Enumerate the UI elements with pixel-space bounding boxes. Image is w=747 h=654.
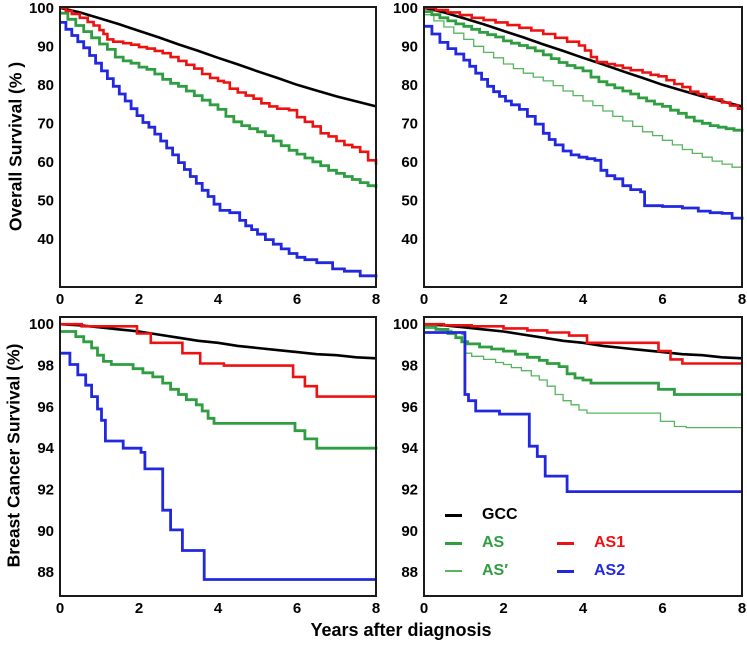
series-as1-curve: [424, 322, 742, 365]
x-tick-label: 8: [738, 291, 746, 308]
series-as-curve: [60, 11, 378, 188]
x-tick-label: 6: [293, 291, 301, 308]
y-tick-label: 92: [37, 482, 54, 499]
y-tick-label: 94: [401, 440, 418, 457]
legend-row: AS′ AS2: [445, 557, 705, 585]
x-tick-label: 4: [214, 291, 223, 308]
x-tick-label: 0: [56, 291, 64, 308]
panel-top-right: 40 50 60 70 80 90 100 0 2 4 6 8: [393, 0, 746, 308]
y-tick-label: 98: [401, 358, 418, 375]
x-tick-label: 2: [135, 291, 143, 308]
x-axis-title-years-after-diagnosis: Years after diagnosis: [310, 620, 492, 640]
legend-label-as-prime: AS′: [482, 562, 509, 579]
y-tick-label: 90: [401, 523, 418, 540]
panel-top-left: 40 50 60 70 80 90 100 0 2 4 6 8: [29, 0, 380, 308]
y-tick-label: 70: [37, 115, 54, 132]
panel-bottom-right: 88 90 92 94 96 98 100 0 2 4 6 8: [393, 316, 746, 617]
legend-swatch-gcc: [445, 513, 462, 517]
x-tick-label: 2: [135, 600, 143, 617]
x-tick-label: 8: [372, 600, 380, 617]
legend-item-as-prime: AS′: [445, 563, 557, 579]
y-axis-title-overall-survival: Overall Survival (% ): [5, 61, 26, 232]
y-tick-label: 90: [401, 38, 418, 55]
legend-row: GCC: [445, 501, 705, 529]
y-tick-label: 88: [401, 564, 418, 581]
y-tick-label: 88: [37, 564, 54, 581]
y-tick-label: 90: [37, 38, 54, 55]
series-as2-curve: [60, 21, 378, 278]
x-tick-label: 0: [420, 291, 428, 308]
legend-swatch-as-prime: [445, 570, 462, 572]
y-tick-label: 90: [37, 523, 54, 540]
y-tick-label: 60: [401, 154, 418, 171]
y-tick-label: 100: [393, 316, 418, 333]
x-tick-label: 6: [293, 600, 301, 617]
x-tick-label: 2: [499, 291, 507, 308]
y-tick-label: 50: [37, 192, 54, 209]
panel-bottom-left: 88 90 92 94 96 98 100 0 2 4 6 8: [29, 316, 380, 617]
x-tick-label: 4: [579, 291, 588, 308]
x-tick-label: 4: [214, 600, 223, 617]
series-gcc-curve: [59, 322, 377, 360]
series-gcc-curve: [423, 322, 743, 360]
legend: GCC AS AS1 AS′ AS2: [445, 501, 705, 585]
series-as1-curve: [60, 6, 378, 165]
y-tick-label: 94: [37, 440, 54, 457]
x-tick-label: 8: [372, 291, 380, 308]
y-tick-label: 100: [29, 0, 54, 17]
series-as2-curve: [424, 331, 742, 493]
series-as1-curve: [424, 6, 744, 110]
panel-border: [423, 6, 743, 288]
y-tick-label: 50: [401, 192, 418, 209]
legend-label-gcc: GCC: [482, 506, 518, 523]
y-tick-label: 40: [37, 231, 54, 248]
y-tick-label: 92: [401, 482, 418, 499]
x-tick-label: 6: [658, 600, 666, 617]
x-tick-label: 8: [738, 600, 746, 617]
y-tick-label: 80: [37, 77, 54, 94]
legend-swatch-as: [445, 541, 462, 545]
series-asp-curve: [424, 14, 743, 170]
y-axis-title-breast-cancer-survival: Breast Cancer Survival (%): [3, 343, 24, 568]
panel-border: [423, 316, 743, 597]
legend-label-as: AS: [482, 534, 505, 551]
y-tick-label: 40: [401, 231, 418, 248]
panel-border: [59, 6, 377, 288]
y-tick-label: 96: [37, 399, 54, 416]
legend-swatch-as2: [557, 569, 574, 573]
series-as1-curve: [60, 322, 376, 398]
legend-item-as2: AS2: [557, 563, 669, 579]
series-gcc-curve: [59, 6, 377, 108]
series-as-curve: [424, 10, 744, 132]
legend-label-as2: AS2: [594, 562, 626, 579]
series-as2-curve: [424, 24, 744, 220]
x-tick-label: 6: [658, 291, 666, 308]
x-tick-label: 0: [56, 600, 64, 617]
y-tick-label: 80: [401, 77, 418, 94]
panel-border: [59, 316, 377, 597]
y-tick-label: 70: [401, 115, 418, 132]
x-tick-label: 0: [420, 600, 428, 617]
legend-item-as: AS: [445, 535, 557, 551]
y-tick-label: 96: [401, 399, 418, 416]
x-tick-label: 2: [499, 600, 507, 617]
legend-item-as1: AS1: [557, 535, 669, 551]
y-tick-label: 60: [37, 154, 54, 171]
x-tick-label: 4: [579, 600, 588, 617]
y-tick-label: 100: [393, 0, 418, 17]
legend-swatch-as1: [557, 541, 574, 545]
series-as2-curve: [60, 351, 376, 581]
series-as-curve: [60, 330, 378, 450]
legend-label-as1: AS1: [594, 534, 626, 551]
y-tick-label: 100: [29, 316, 54, 333]
series-as-curve: [424, 324, 742, 396]
y-tick-label: 98: [37, 358, 54, 375]
legend-item-gcc: GCC: [445, 507, 557, 523]
legend-row: AS AS1: [445, 529, 705, 557]
